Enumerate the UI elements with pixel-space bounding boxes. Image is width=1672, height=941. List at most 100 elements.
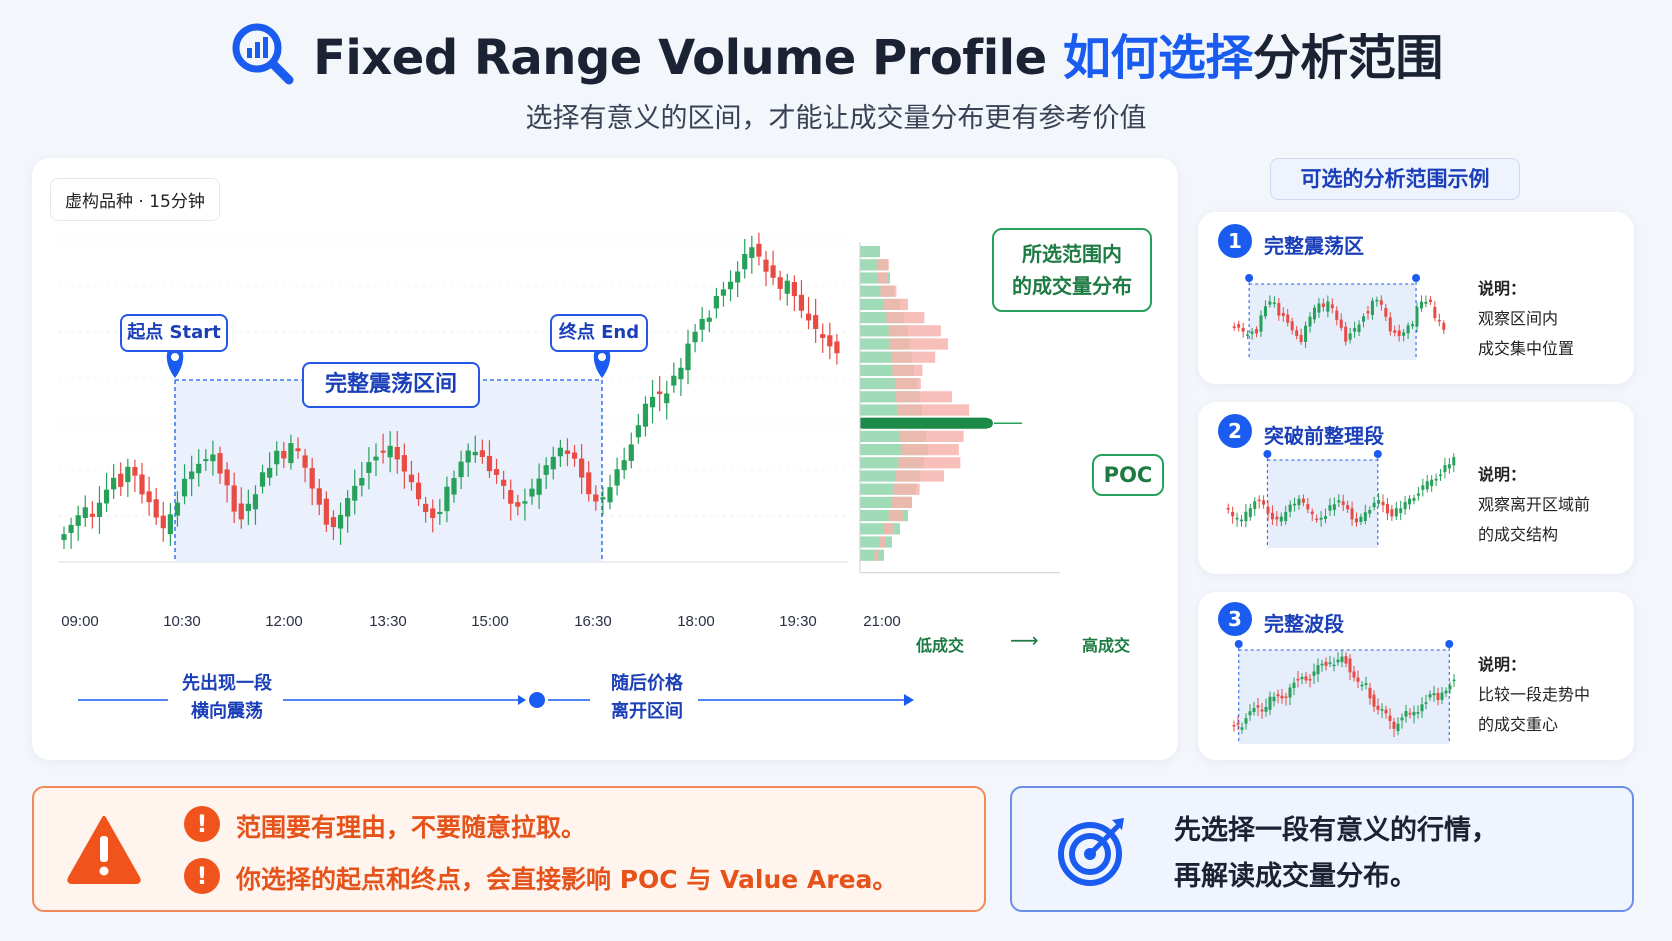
candle-body: [394, 447, 400, 460]
volume-bar-down: [893, 483, 920, 495]
candle-body: [245, 503, 251, 512]
end-label: 终点 End: [550, 314, 648, 352]
mini-candle-body: [1442, 322, 1446, 330]
mini-candle-body: [1428, 694, 1432, 698]
example-title-2: 突破前整理段: [1264, 424, 1384, 448]
mini-candle-body: [1304, 676, 1308, 681]
mini-candle-body: [1359, 516, 1363, 522]
mini-candle-body: [1241, 327, 1245, 332]
mini-candle-body: [1276, 694, 1280, 697]
mini-candle-body: [1279, 516, 1283, 522]
mini-candle-body: [1250, 331, 1254, 334]
example-number-1: 1: [1218, 224, 1252, 258]
mini-candle-body: [1397, 330, 1401, 337]
mini-candle-body: [1368, 510, 1372, 514]
candle-body: [472, 451, 478, 456]
mini-candle-body: [1424, 702, 1428, 704]
mini-candle-body: [1344, 656, 1348, 664]
candle-body: [380, 450, 386, 453]
mini-candle-body: [1319, 517, 1323, 520]
start-pin-icon: [166, 346, 184, 378]
mini-candle-body: [1295, 330, 1299, 337]
candle-body: [103, 489, 110, 504]
example-title-1: 完整震荡区: [1264, 234, 1364, 258]
volume-bar-down: [888, 325, 941, 337]
candle-body: [813, 315, 819, 329]
volume-bar-down: [892, 364, 923, 376]
mini-pin-icon: [1245, 274, 1254, 282]
candle-body: [125, 466, 131, 483]
volume-bar-up: [860, 430, 926, 442]
x-tick-label: 12:00: [265, 613, 303, 630]
flow-step-2-line-1: 随后价格: [611, 673, 683, 694]
candle-body: [181, 478, 188, 497]
volume-bar-up: [860, 510, 908, 522]
mini-range-shade: [1249, 284, 1417, 360]
mini-candle-body: [1452, 679, 1456, 682]
mini-candle-body: [1339, 319, 1343, 328]
pin-dot: [598, 353, 606, 361]
candle-body: [302, 455, 308, 468]
mini-candle-body: [1356, 677, 1360, 682]
mini-candle-body: [1280, 695, 1284, 699]
volume-bar-down: [876, 259, 889, 271]
candle-body: [522, 501, 528, 504]
mini-candle-body: [1268, 301, 1272, 305]
low-volume-label: 低成交: [916, 636, 965, 655]
candle-body: [281, 450, 287, 459]
x-tick-label: 10:30: [163, 613, 201, 630]
mini-candle-body: [1388, 317, 1392, 332]
candle-body: [621, 460, 627, 471]
mini-pin-icon: [1445, 640, 1454, 648]
mini-candle-body: [1433, 306, 1437, 319]
mini-candle-body: [1432, 693, 1436, 696]
candle-body: [82, 507, 88, 518]
mini-candle-body: [1284, 696, 1288, 699]
mini-candle-body: [1275, 516, 1279, 520]
note-line: 成交集中位置: [1478, 339, 1575, 358]
mini-candle-body: [1330, 304, 1334, 309]
candle-body: [295, 448, 301, 452]
candle-body: [515, 502, 521, 507]
mini-candle-body: [1376, 705, 1380, 710]
candle-body: [579, 458, 585, 478]
volume-bar-up: [860, 483, 916, 495]
note-heading: 说明：: [1478, 465, 1527, 484]
warning-box: [32, 786, 986, 912]
volume-bar-up: [860, 364, 914, 376]
candle-body: [139, 474, 145, 495]
tip-line-1: 先选择一段有意义的行情，: [1174, 815, 1498, 846]
candle-body: [153, 499, 159, 518]
instrument-tag: 虚构品种 · 15分钟: [50, 178, 220, 221]
mini-candle-body: [1262, 500, 1266, 505]
candle-body: [600, 497, 606, 500]
mini-candle-body: [1352, 671, 1356, 678]
candle-body: [210, 454, 216, 462]
volume-bar-up: [860, 549, 884, 561]
example-note-3: 说明： 比较一段走势中 的成交重心: [1478, 650, 1590, 740]
mini-candle-body: [1393, 330, 1397, 333]
candle-body: [274, 450, 280, 465]
mini-candle-body: [1360, 684, 1364, 687]
mini-candle-body: [1253, 501, 1257, 510]
volume-bar-up: [860, 272, 890, 284]
mini-candle-body: [1288, 504, 1292, 512]
candlestick-chart: 09:00 10:30 12:00 13:30 15:00 16:30 18:00 19:30…: [58, 232, 1060, 630]
example-title-3: 完整波段: [1264, 612, 1344, 636]
mini-candle-body: [1416, 493, 1420, 496]
mini-candle-body: [1348, 658, 1352, 673]
volume-bar-up: [860, 338, 910, 350]
candle-body: [756, 243, 762, 257]
example-number-3: 3: [1218, 602, 1252, 636]
example-note-2: 说明： 观察离开区域前 的成交结构: [1478, 460, 1590, 550]
candle-body: [529, 488, 535, 497]
flow-step-1-line-2: 横向震荡: [191, 701, 263, 722]
candle-body: [345, 498, 351, 517]
mini-candle-body: [1396, 723, 1400, 732]
volume-bar-down: [880, 285, 897, 297]
mini-candle-body: [1416, 712, 1420, 714]
poc-dot: [983, 418, 993, 429]
candle-body: [451, 478, 457, 495]
candle-body: [444, 486, 450, 512]
mini-candle-body: [1246, 334, 1250, 336]
